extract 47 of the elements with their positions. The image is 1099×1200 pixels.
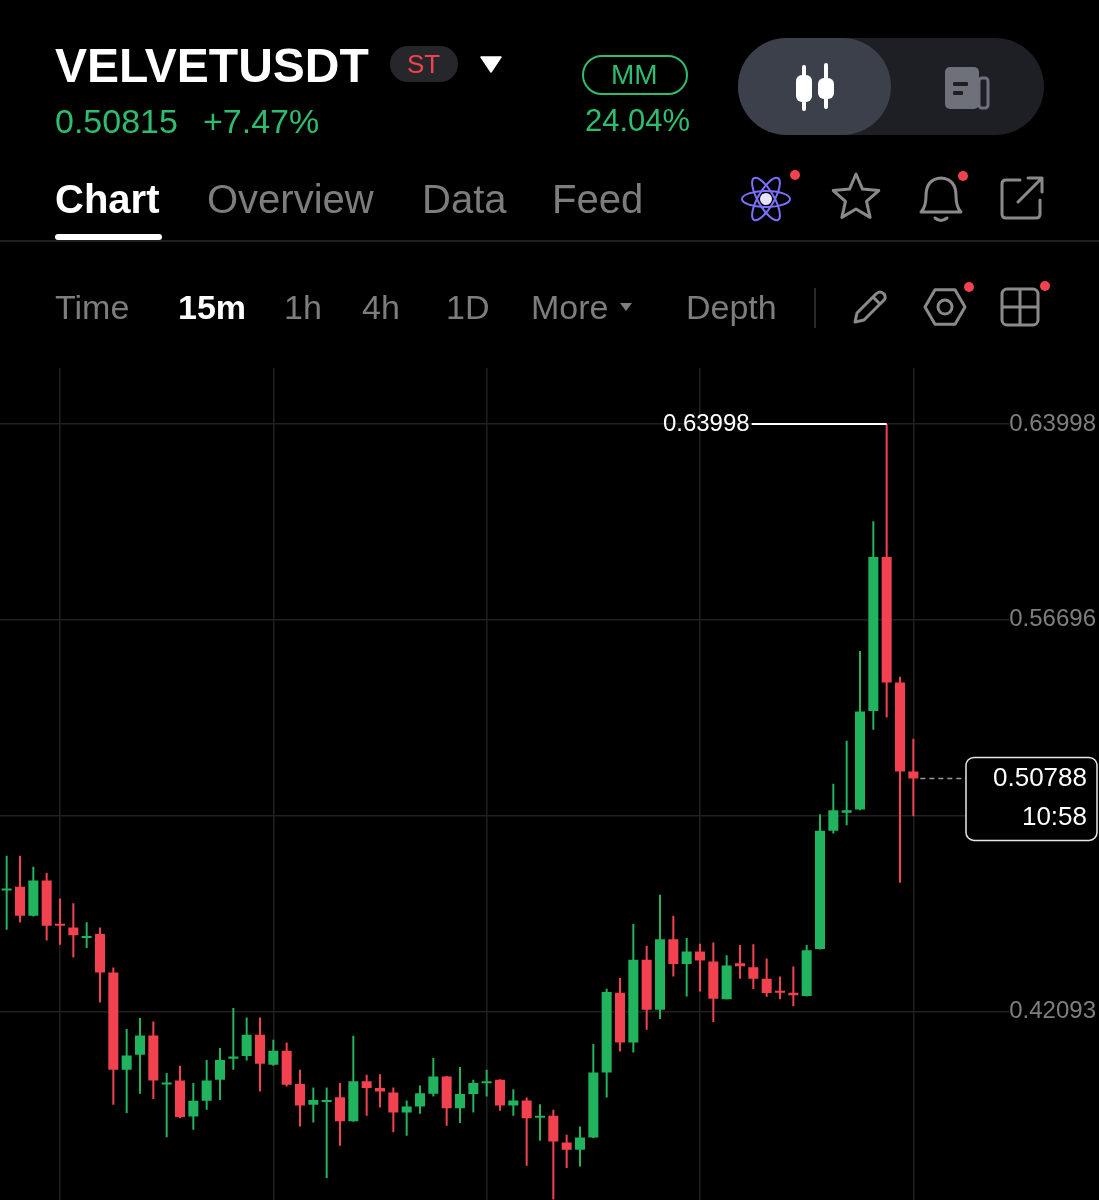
y-tick-label: 0.42093 [1009,996,1097,1024]
candlestick [748,944,759,990]
text: 4h [362,288,400,326]
candlestick [575,1126,585,1167]
y-tick-label: 0.63998 [1009,408,1097,436]
text: Feed [552,177,644,221]
candlestick [735,945,745,979]
candlestick [81,922,92,948]
candlestick [121,1029,132,1114]
ref-line-label: 0.50788 10:58 [993,761,1087,831]
text: 15m [178,288,247,326]
candlestick [55,898,65,945]
candlestick [361,1074,372,1116]
candlestick [228,1008,239,1070]
candlestick [521,1097,532,1166]
candlestick [908,738,919,817]
candlestick [775,976,785,1000]
text: Data [422,177,507,221]
candlestick [1,855,12,930]
text: ST [407,49,441,79]
candlestick [308,1087,319,1123]
annotation: 0.63998 [662,408,750,436]
text: +7.47% [203,102,320,140]
text: 24.04% [585,103,691,138]
text: More [531,288,609,326]
candlestick [321,1087,332,1178]
text: Depth [686,288,777,326]
chart-title: VELVETUSDT [55,39,369,92]
candlestick [135,1018,145,1094]
text: Chart [55,177,160,221]
y-tick-label: 0.56696 [1009,604,1097,632]
candlestick [161,1073,172,1138]
text: 1h [284,288,322,326]
candlestick [375,1074,385,1108]
text: 1D [446,288,490,326]
candlestick [401,1100,412,1136]
candlestick [788,966,799,1007]
text: MM [611,59,658,90]
candlestick [508,1089,519,1116]
candlestick [535,1104,545,1141]
text: Time [55,288,130,326]
text: Overview [207,177,374,221]
candlestick [481,1069,492,1097]
text: 0.50815 [55,102,178,140]
candlestick [681,938,692,997]
candlestick [841,740,852,826]
candlestick [695,943,705,992]
